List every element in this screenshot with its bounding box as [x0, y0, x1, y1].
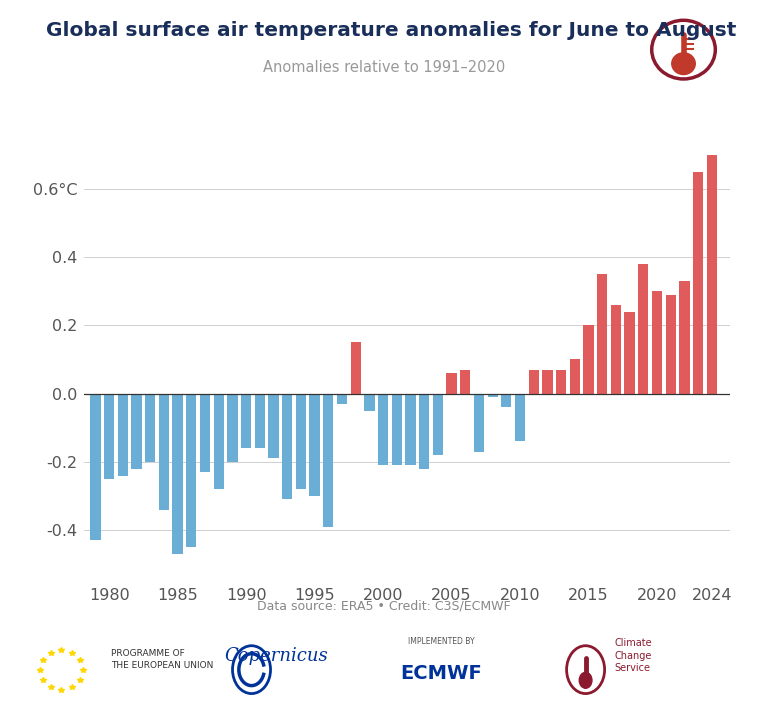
Text: Global surface air temperature anomalies for June to August: Global surface air temperature anomalies… [46, 21, 737, 40]
Bar [679, 281, 690, 393]
Bar [502, 393, 511, 407]
Bar [474, 393, 484, 452]
Bar [173, 393, 183, 554]
Bar [118, 393, 128, 476]
Bar [488, 393, 498, 397]
Bar [241, 393, 251, 448]
Bar [104, 393, 114, 479]
Bar [91, 393, 101, 540]
Bar [378, 393, 388, 465]
Bar [432, 393, 443, 455]
Bar [570, 359, 580, 393]
Circle shape [579, 672, 592, 688]
Bar [392, 393, 402, 465]
Text: Data source: ERA5 • Credit: C3S/ECMWF: Data source: ERA5 • Credit: C3S/ECMWF [257, 599, 511, 612]
Text: PROGRAMME OF
THE EUROPEAN UNION: PROGRAMME OF THE EUROPEAN UNION [111, 649, 214, 669]
Bar [406, 393, 415, 465]
Bar [255, 393, 265, 448]
Bar [611, 305, 621, 393]
Bar [707, 155, 717, 393]
Bar [666, 295, 676, 393]
Text: Climate
Change
Service: Climate Change Service [614, 638, 652, 674]
Bar [528, 369, 539, 393]
Text: IMPLEMENTED BY: IMPLEMENTED BY [409, 637, 475, 646]
Bar [186, 393, 197, 547]
Bar [310, 393, 319, 496]
Bar [350, 342, 361, 393]
Bar [159, 393, 169, 510]
Bar [638, 264, 648, 393]
Bar [652, 291, 662, 393]
Bar [214, 393, 223, 489]
Circle shape [672, 52, 695, 74]
Bar [145, 393, 155, 462]
Bar [131, 393, 141, 469]
Bar [282, 393, 293, 499]
Bar [446, 373, 457, 393]
Bar [364, 393, 375, 411]
Bar [337, 393, 347, 404]
Bar [542, 369, 552, 393]
Bar [515, 393, 525, 442]
Text: ECMWF: ECMWF [401, 664, 482, 683]
Bar [419, 393, 429, 469]
Bar [227, 393, 237, 462]
Bar [693, 172, 703, 393]
Bar [323, 393, 333, 527]
Bar [460, 369, 470, 393]
Bar [584, 325, 594, 393]
Text: Copernicus: Copernicus [224, 647, 329, 665]
Bar [556, 369, 566, 393]
Bar [296, 393, 306, 489]
Bar [200, 393, 210, 472]
Bar [624, 312, 634, 393]
Bar [268, 393, 279, 459]
Bar [597, 274, 607, 393]
Text: Anomalies relative to 1991–2020: Anomalies relative to 1991–2020 [263, 60, 505, 75]
